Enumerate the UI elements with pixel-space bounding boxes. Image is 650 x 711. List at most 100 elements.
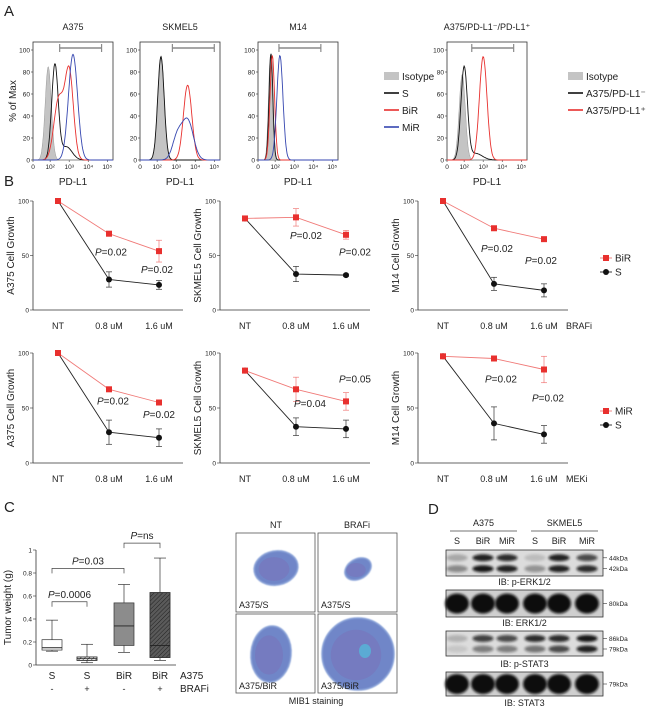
- treatment-label: +: [157, 684, 162, 694]
- data-point-s: [106, 429, 112, 436]
- band: [472, 565, 494, 573]
- legend-label: MiR: [615, 407, 633, 418]
- p-symbol: P: [290, 231, 297, 242]
- y-tick-label: 0: [28, 663, 32, 670]
- p-value-annotation: P=0.04: [294, 399, 326, 410]
- box-4: [149, 557, 171, 661]
- histogram-curve-mir: [140, 117, 220, 161]
- y-axis-label: SKMEL5 Cell Growth: [193, 208, 204, 302]
- x-tick-label: 10⁵: [327, 164, 337, 171]
- blot-label: IB: STAT3: [504, 698, 544, 708]
- p-value: =0.02: [532, 256, 558, 267]
- category-label: S: [84, 671, 91, 682]
- y-tick-label: 60: [248, 92, 256, 99]
- significance-bracket: [123, 542, 161, 549]
- tissue-staining: [359, 644, 371, 658]
- p-value-annotation: P=0.03: [72, 556, 104, 567]
- p-symbol: P: [141, 265, 148, 276]
- row-label: A375: [180, 671, 204, 682]
- band: [576, 554, 598, 562]
- y-tick-label: 60: [437, 92, 445, 99]
- y-tick-label: 80: [437, 70, 445, 77]
- panel-d-western-blots: A375 S BiR MiR SKMEL5 S BiR MiR 44kDa 42kDa IB: p-…: [445, 518, 628, 708]
- tissue-staining: [346, 563, 366, 577]
- histogram-title: SKMEL5: [162, 22, 198, 32]
- y-tick-label: 40: [23, 114, 31, 121]
- growth-legend: MiR S: [600, 407, 633, 432]
- legend-label: A375/PD-L1⁺: [586, 106, 646, 117]
- y-axis-label: % of Max: [8, 80, 19, 122]
- p-value-annotation: P=0.02: [339, 248, 371, 259]
- lane-label: BiR: [552, 536, 567, 546]
- band: [471, 593, 495, 614]
- band: [445, 593, 469, 614]
- legend-label: Isotype: [586, 72, 619, 83]
- y-tick-label: 0: [25, 308, 29, 315]
- p-symbol: P: [481, 244, 488, 255]
- treatment-label: -: [51, 684, 54, 694]
- x-tick-label: 10⁴: [308, 164, 318, 171]
- x-tick-label: NT: [437, 321, 449, 331]
- p-value: =0.02: [346, 248, 372, 259]
- y-tick-label: 40: [437, 114, 445, 121]
- x-tick-label: 10⁴: [497, 164, 507, 171]
- y-tick-label: 0: [26, 158, 30, 165]
- y-tick-label: 20: [248, 136, 256, 143]
- y-axis-label: Tumor weight (g): [3, 570, 14, 645]
- p-value-annotation: P=0.02: [481, 244, 513, 255]
- p-value-annotation: P=0.02: [141, 265, 173, 276]
- p-value-annotation: P=0.05: [339, 375, 371, 386]
- x-tick-label: 0.8 uM: [95, 474, 123, 484]
- band: [548, 565, 570, 573]
- box-1: [41, 619, 63, 652]
- tile-label: A375/S: [321, 600, 351, 610]
- p-symbol: P: [485, 375, 492, 386]
- y-tick-label: 0.2: [23, 640, 32, 647]
- y-axis-label: SKMEL5 Cell Growth: [193, 361, 204, 455]
- data-point-bir: [343, 231, 349, 238]
- plot-frame: [139, 41, 221, 161]
- lane-label: S: [532, 536, 538, 546]
- column-title: NT: [270, 520, 282, 530]
- y-tick-label: 50: [22, 406, 30, 413]
- y-tick-label: 80: [130, 70, 138, 77]
- y-tick-label: 50: [209, 406, 217, 413]
- x-tick-label: 1.6 uM: [145, 474, 173, 484]
- x-tick-label: NT: [239, 474, 251, 484]
- histogram-curve-mir: [33, 53, 113, 161]
- x-tick-label: 0: [445, 164, 449, 171]
- data-point-bir: [156, 248, 162, 255]
- y-tick-label: 0: [440, 158, 444, 165]
- band: [524, 565, 546, 573]
- series-line-bir: [442, 200, 545, 240]
- series-line-mir: [57, 352, 160, 403]
- p-value: =0.03: [79, 556, 105, 567]
- p-value: =0.02: [150, 410, 176, 421]
- p-value: =0.04: [301, 399, 327, 410]
- growth-chart-3: 0 50 100 M14 Cell Growth NT 0.8 uM 1.6 uM BRAFi…: [391, 198, 631, 331]
- y-tick-label: 0.8: [23, 571, 32, 578]
- x-tick-label: 1.6 uM: [145, 321, 173, 331]
- blot-2: 80kDa IB: ERK1/2: [445, 589, 628, 628]
- x-tick-label: 10³: [289, 164, 299, 171]
- band: [472, 554, 494, 562]
- data-point-s: [491, 280, 497, 287]
- y-tick-label: 50: [209, 253, 217, 260]
- p-symbol: P: [339, 248, 346, 259]
- band: [445, 674, 469, 694]
- y-tick-label: 100: [403, 199, 414, 206]
- data-point-mir: [55, 350, 61, 356]
- p-value-annotation: P=0.0006: [48, 590, 92, 601]
- x-axis-label: MEKi: [566, 474, 588, 484]
- data-point-mir: [106, 386, 112, 393]
- series-line-bir: [57, 200, 160, 252]
- y-tick-label: 100: [433, 48, 444, 55]
- box-3: [113, 584, 135, 653]
- band: [496, 645, 518, 653]
- blot-label: IB: p-STAT3: [500, 659, 548, 669]
- data-point-bir: [55, 198, 61, 204]
- x-tick-label: 0: [138, 164, 142, 171]
- band: [446, 554, 468, 562]
